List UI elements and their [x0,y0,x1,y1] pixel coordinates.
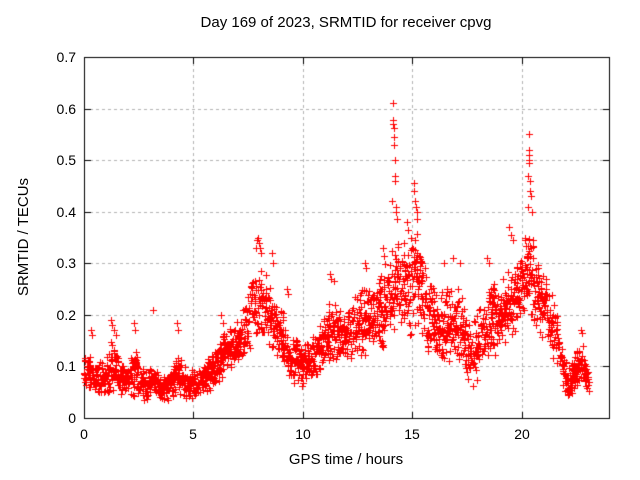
x-tick-label: 0 [80,426,88,442]
y-tick-label: 0.7 [56,49,76,65]
y-axis-label: SRMTID / TECUs [15,177,32,297]
y-tick-label: 0.5 [56,152,76,168]
y-tick-label: 0.1 [56,358,76,374]
y-tick-label: 0.4 [56,204,76,220]
x-axis-label: GPS time / hours [288,451,404,468]
y-tick-label: 0.2 [56,307,76,323]
y-tick-label: 0 [68,410,76,426]
chart-title: Day 169 of 2023, SRMTID for receiver cpv… [200,14,492,31]
x-tick-label: 5 [189,426,197,442]
y-tick-label: 0.6 [56,101,76,117]
x-tick-label: 10 [295,426,311,442]
x-tick-label: 15 [404,426,420,442]
x-tick-label: 20 [514,426,530,442]
y-tick-label: 0.3 [56,255,76,271]
